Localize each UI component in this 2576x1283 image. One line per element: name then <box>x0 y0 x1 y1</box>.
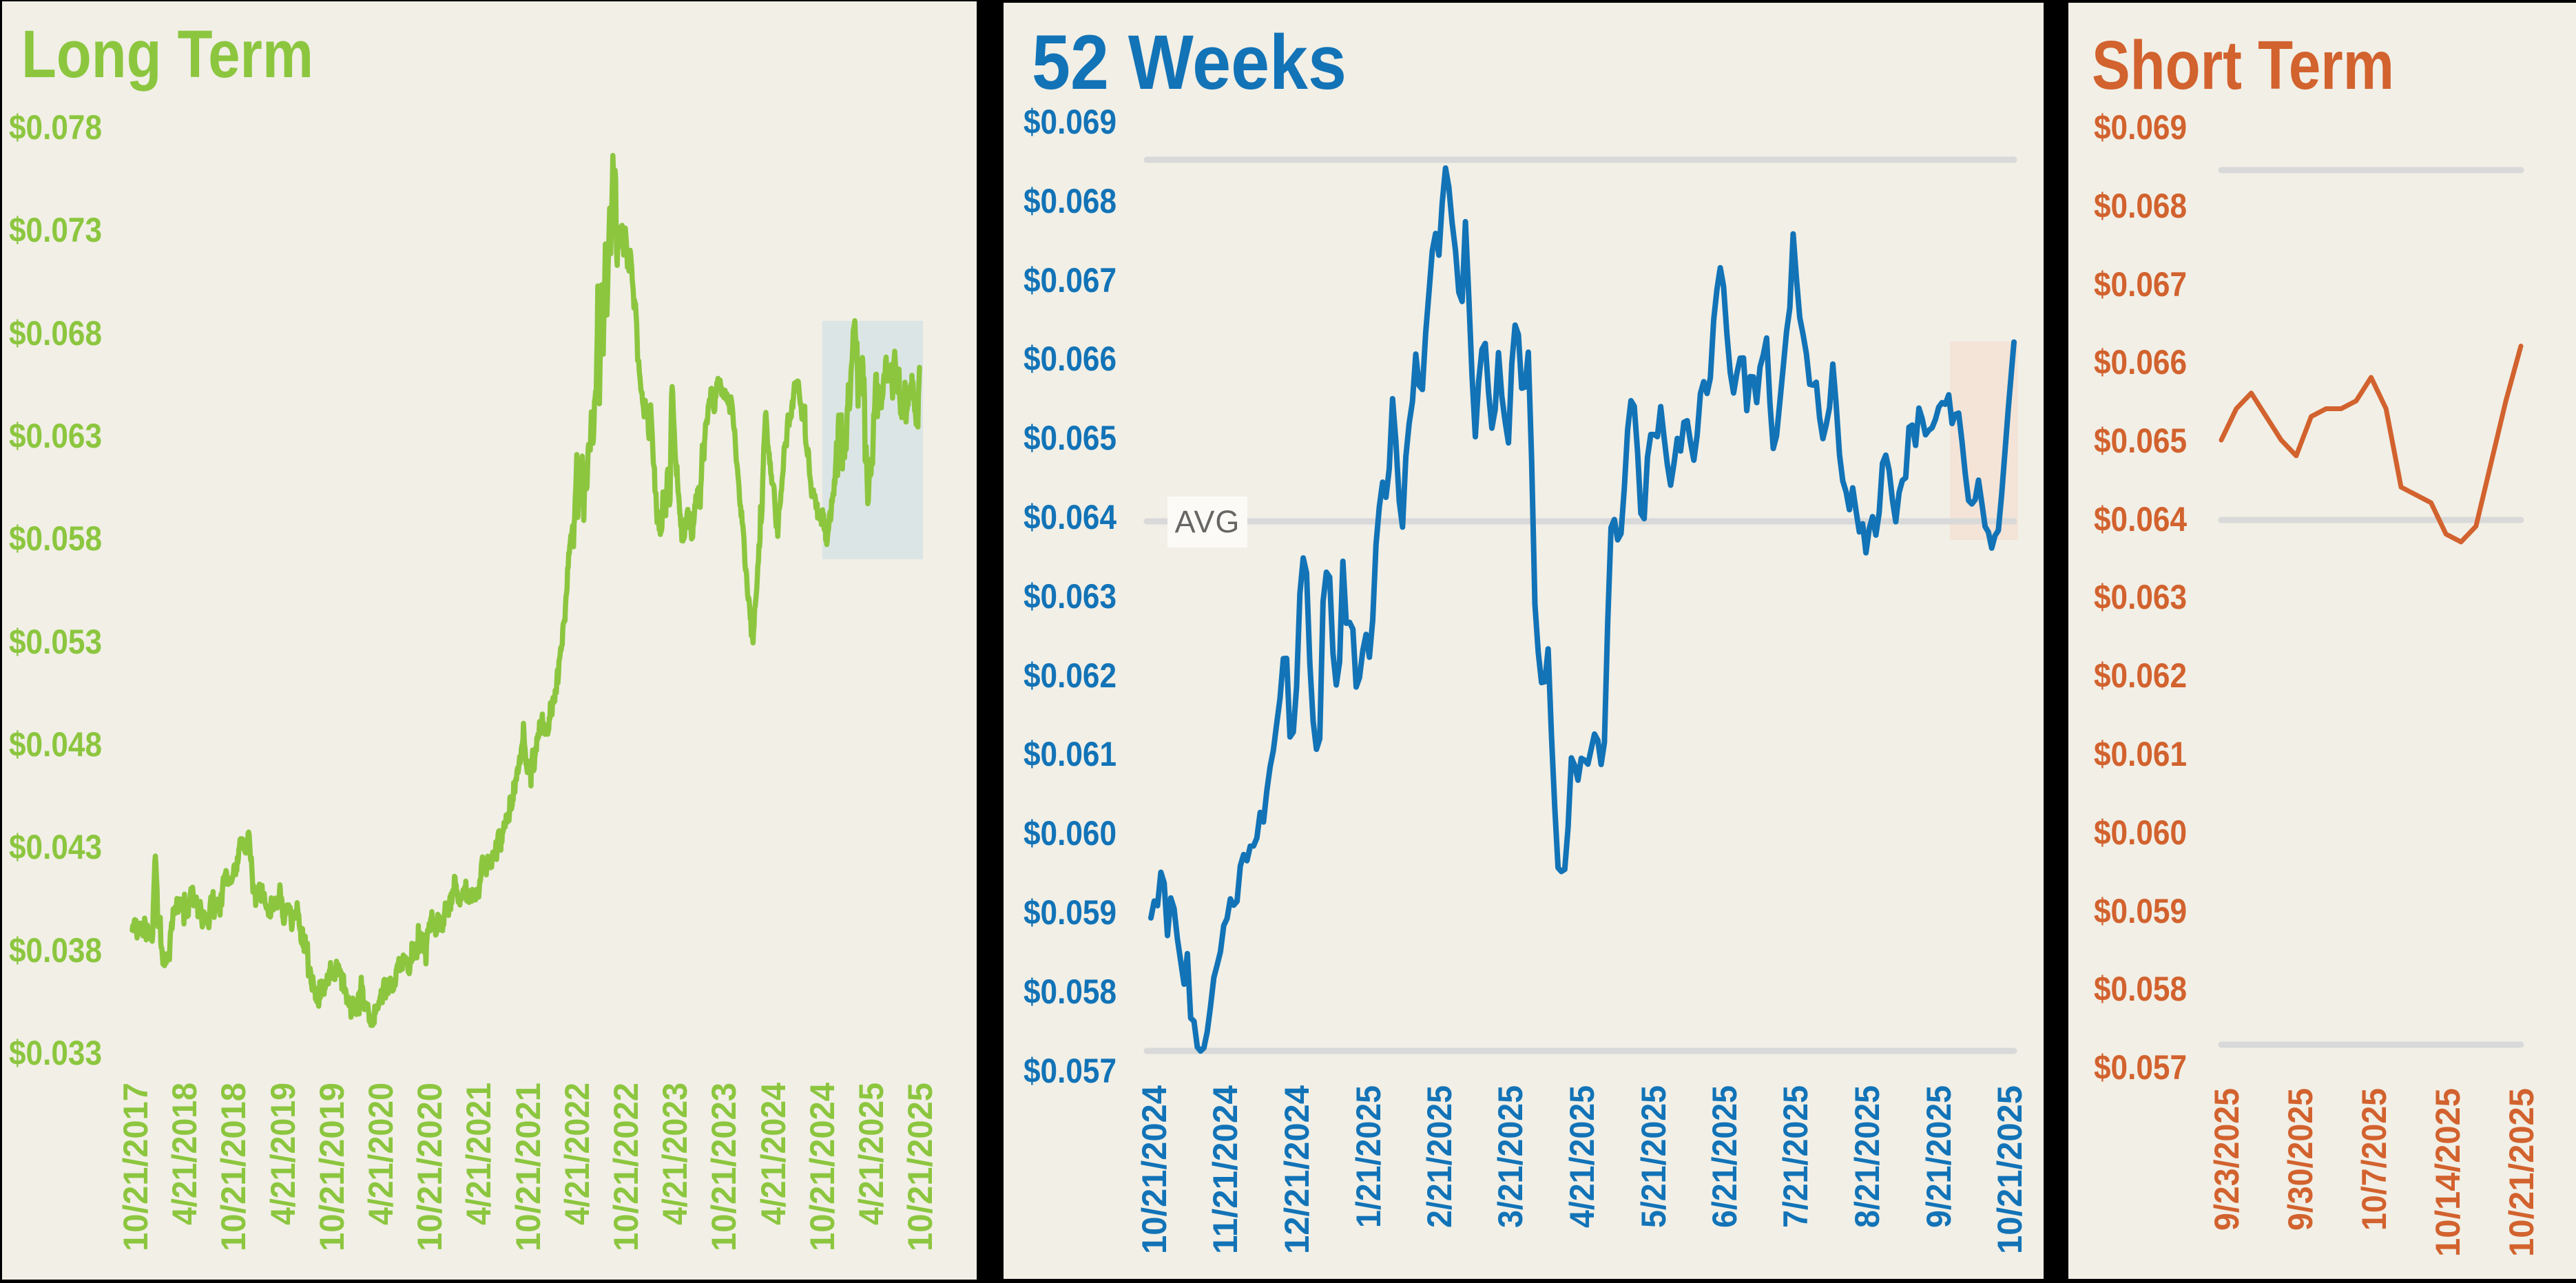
svg-text:10/21/2024: 10/21/2024 <box>803 1083 842 1251</box>
svg-text:10/21/2025: 10/21/2025 <box>2502 1088 2541 1257</box>
svg-text:10/21/2020: 10/21/2020 <box>411 1083 449 1251</box>
svg-text:9/30/2025: 9/30/2025 <box>2281 1088 2320 1231</box>
svg-text:4/21/2020: 4/21/2020 <box>362 1083 400 1225</box>
svg-text:10/21/2025: 10/21/2025 <box>1991 1085 2029 1254</box>
svg-text:10/7/2025: 10/7/2025 <box>2355 1088 2393 1231</box>
svg-text:12/21/2024: 12/21/2024 <box>1278 1085 1316 1254</box>
svg-text:10/21/2017: 10/21/2017 <box>116 1083 155 1251</box>
svg-text:$0.058: $0.058 <box>1024 972 1116 1011</box>
svg-text:$0.043: $0.043 <box>9 828 102 866</box>
svg-text:$0.068: $0.068 <box>9 314 102 353</box>
svg-text:$0.064: $0.064 <box>2094 500 2187 539</box>
svg-text:10/21/2024: 10/21/2024 <box>1135 1085 1174 1254</box>
svg-text:$0.048: $0.048 <box>9 725 102 764</box>
svg-text:4/21/2021: 4/21/2021 <box>459 1083 498 1225</box>
svg-text:4/21/2022: 4/21/2022 <box>558 1083 596 1225</box>
svg-text:$0.058: $0.058 <box>9 519 102 558</box>
svg-text:52 Weeks: 52 Weeks <box>1032 19 1347 105</box>
svg-text:AVG: AVG <box>1175 504 1240 539</box>
svg-text:10/21/2022: 10/21/2022 <box>607 1083 645 1251</box>
svg-text:9/21/2025: 9/21/2025 <box>1920 1085 1958 1228</box>
svg-text:$0.057: $0.057 <box>1024 1052 1116 1090</box>
svg-text:$0.065: $0.065 <box>1024 419 1116 457</box>
svg-text:$0.058: $0.058 <box>2094 970 2187 1008</box>
svg-text:4/21/2023: 4/21/2023 <box>656 1083 694 1225</box>
svg-text:6/21/2025: 6/21/2025 <box>1705 1085 1744 1228</box>
svg-text:4/21/2025: 4/21/2025 <box>1563 1085 1601 1228</box>
svg-text:9/23/2025: 9/23/2025 <box>2208 1088 2246 1231</box>
svg-text:10/21/2018: 10/21/2018 <box>214 1083 253 1251</box>
svg-text:$0.061: $0.061 <box>1024 735 1116 773</box>
svg-text:$0.066: $0.066 <box>1024 340 1116 378</box>
svg-text:3/21/2025: 3/21/2025 <box>1491 1085 1530 1228</box>
svg-text:10/21/2023: 10/21/2023 <box>705 1083 743 1251</box>
svg-text:$0.059: $0.059 <box>2094 892 2187 930</box>
svg-text:$0.067: $0.067 <box>1024 261 1116 300</box>
svg-text:Long Term: Long Term <box>21 17 313 92</box>
svg-text:10/21/2021: 10/21/2021 <box>509 1083 548 1251</box>
svg-text:10/21/2019: 10/21/2019 <box>313 1083 351 1251</box>
svg-text:$0.038: $0.038 <box>9 931 102 970</box>
svg-text:5/21/2025: 5/21/2025 <box>1634 1085 1673 1228</box>
svg-text:$0.061: $0.061 <box>2094 735 2187 773</box>
svg-text:2/21/2025: 2/21/2025 <box>1420 1085 1459 1228</box>
svg-text:7/21/2025: 7/21/2025 <box>1776 1085 1815 1228</box>
svg-text:$0.062: $0.062 <box>2094 656 2187 695</box>
svg-text:11/21/2024: 11/21/2024 <box>1206 1085 1245 1254</box>
svg-text:10/14/2025: 10/14/2025 <box>2429 1088 2467 1257</box>
svg-text:$0.060: $0.060 <box>1024 814 1116 853</box>
svg-text:1/21/2025: 1/21/2025 <box>1349 1085 1388 1228</box>
svg-text:$0.066: $0.066 <box>2094 343 2187 382</box>
svg-text:$0.069: $0.069 <box>2094 108 2187 147</box>
svg-text:10/21/2025: 10/21/2025 <box>901 1083 939 1251</box>
svg-text:Short Term: Short Term <box>2092 27 2394 104</box>
svg-text:$0.065: $0.065 <box>2094 421 2187 460</box>
svg-text:$0.063: $0.063 <box>9 417 102 455</box>
svg-text:$0.062: $0.062 <box>1024 656 1116 695</box>
svg-text:$0.057: $0.057 <box>2094 1048 2187 1087</box>
svg-text:4/21/2025: 4/21/2025 <box>852 1083 891 1225</box>
svg-text:4/21/2024: 4/21/2024 <box>754 1083 793 1225</box>
svg-text:$0.060: $0.060 <box>2094 813 2187 852</box>
svg-text:$0.053: $0.053 <box>9 623 102 661</box>
svg-text:$0.068: $0.068 <box>1024 182 1116 220</box>
svg-text:$0.064: $0.064 <box>1024 498 1116 536</box>
svg-text:$0.063: $0.063 <box>1024 577 1116 616</box>
svg-text:$0.059: $0.059 <box>1024 893 1116 932</box>
svg-text:$0.033: $0.033 <box>9 1034 102 1072</box>
svg-text:4/21/2019: 4/21/2019 <box>264 1083 302 1225</box>
svg-text:$0.073: $0.073 <box>9 211 102 249</box>
svg-text:8/21/2025: 8/21/2025 <box>1848 1085 1887 1228</box>
svg-text:$0.063: $0.063 <box>2094 578 2187 616</box>
svg-text:$0.069: $0.069 <box>1024 103 1116 141</box>
svg-text:$0.078: $0.078 <box>9 108 102 147</box>
svg-text:4/21/2018: 4/21/2018 <box>165 1083 204 1225</box>
svg-text:$0.067: $0.067 <box>2094 265 2187 304</box>
svg-text:$0.068: $0.068 <box>2094 187 2187 225</box>
